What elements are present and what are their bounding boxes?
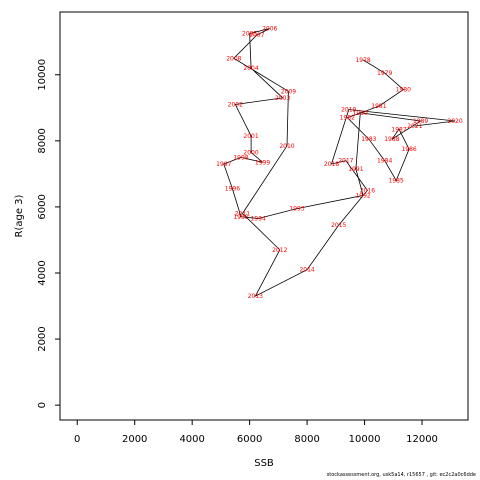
- year-label: 2001: [243, 133, 258, 140]
- y-axis-title: R(age 3): [14, 194, 25, 237]
- y-axis: 0 2000 4000 6000 8000 10000: [37, 59, 61, 408]
- year-label: 1978: [355, 57, 370, 64]
- series-line-group: [223, 28, 456, 298]
- year-label: 2007: [249, 32, 264, 39]
- year-label: 1989: [413, 118, 428, 125]
- x-axis-title: SSB: [254, 458, 274, 469]
- y-tick-label: 2000: [37, 326, 48, 351]
- year-label: 1992: [355, 192, 370, 199]
- year-label: 2011: [235, 211, 250, 218]
- year-label-group: 1978 1979 1980 1981 1982 1983 1984 1985 1986 1987…: [216, 26, 463, 301]
- year-label: 2021: [407, 123, 422, 130]
- year-label: 1981: [371, 103, 386, 110]
- year-label: 2013: [248, 293, 263, 300]
- year-label: 2004: [243, 65, 258, 72]
- year-label: 2015: [331, 222, 346, 229]
- year-label: 1986: [401, 146, 416, 153]
- year-label: 1995: [233, 214, 248, 221]
- year-label: 1994: [251, 215, 266, 222]
- year-label: 1991: [348, 166, 363, 173]
- year-label: 2016: [360, 187, 375, 194]
- year-label: 2017: [338, 158, 353, 165]
- x-tick-label: 2000: [122, 434, 147, 445]
- x-tick-label: 6000: [237, 434, 262, 445]
- year-label: 1980: [396, 87, 411, 94]
- year-label: 2020: [447, 118, 462, 125]
- year-label: 2009: [281, 88, 296, 95]
- year-label: 1990: [353, 110, 368, 117]
- year-label: 1987: [391, 126, 406, 133]
- year-label: 2018: [324, 161, 339, 168]
- x-tick-label: 0: [74, 434, 80, 445]
- year-label: 2002: [228, 102, 243, 109]
- year-label: 2006: [262, 26, 277, 33]
- y-tick-label: 8000: [37, 128, 48, 153]
- year-label: 1988: [384, 136, 399, 143]
- year-label: 1993: [289, 206, 304, 213]
- x-tick-label: 8000: [294, 434, 319, 445]
- year-label: 2012: [272, 247, 287, 254]
- year-label: 2005: [242, 30, 257, 37]
- x-tick-label: 10000: [349, 434, 381, 445]
- y-tick-label: 6000: [37, 194, 48, 219]
- year-label: 1984: [377, 158, 392, 165]
- year-label: 2003: [275, 95, 290, 102]
- year-label: 2014: [299, 267, 314, 274]
- year-label: 2019: [341, 106, 356, 113]
- year-label: 1999: [255, 159, 270, 166]
- year-label: 1982: [340, 115, 355, 122]
- footer-credit: stockassessment.org, usk5a14, r15657 , g…: [326, 472, 476, 478]
- year-label: 1979: [377, 70, 392, 77]
- year-label: 1997: [216, 161, 231, 168]
- year-label: 1996: [225, 186, 240, 193]
- x-tick-label: 12000: [406, 434, 438, 445]
- year-label: 2008: [226, 55, 241, 62]
- x-axis: 0 2000 4000 6000 8000 10000 12000: [74, 419, 438, 445]
- y-tick-label: 4000: [37, 260, 48, 285]
- year-label: 1998: [233, 154, 248, 161]
- y-tick-label: 10000: [37, 59, 48, 91]
- x-tick-label: 4000: [179, 434, 204, 445]
- year-label: 1985: [389, 177, 404, 184]
- year-label: 1983: [361, 136, 376, 143]
- year-label: 2000: [243, 149, 258, 156]
- year-label: 2010: [279, 143, 294, 150]
- series-line: [223, 28, 456, 298]
- y-tick-label: 0: [37, 402, 48, 408]
